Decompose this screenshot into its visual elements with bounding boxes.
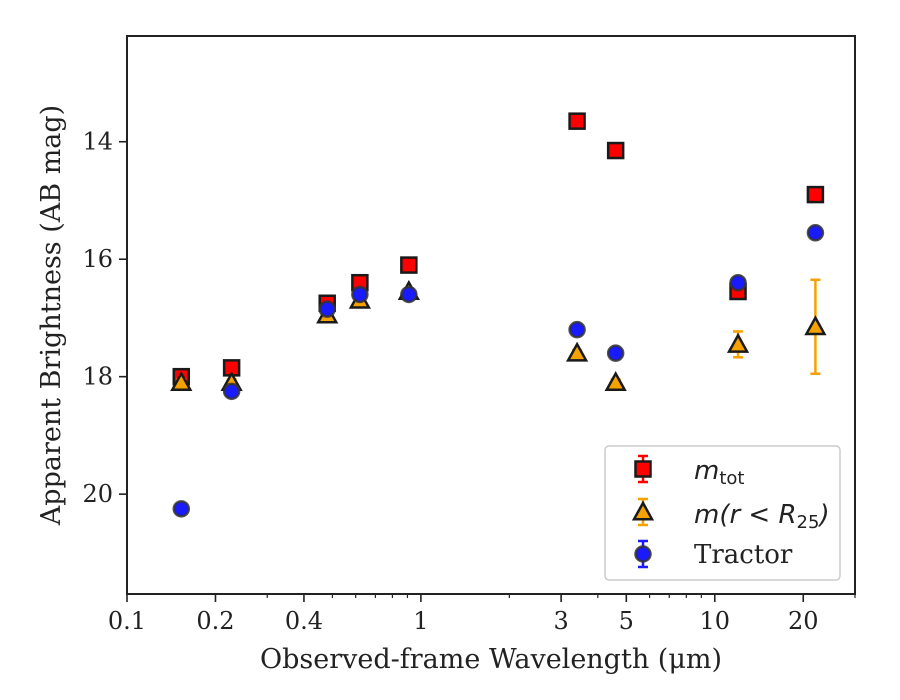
plot-frame (126, 35, 856, 595)
legend-mr25-main: m(r < R (694, 500, 797, 530)
data-point-circle (318, 300, 336, 318)
data-point-triangle (604, 370, 627, 391)
x-axis-title: Observed-frame Wavelength (μm) (260, 644, 722, 675)
legend-marker-triangle (631, 500, 655, 521)
data-point-triangle (565, 341, 589, 362)
legend-marker-square (634, 460, 652, 478)
legend-mtot-sub: tot (719, 468, 744, 489)
x-tick-label: 3 (553, 607, 568, 635)
data-point-circle (568, 320, 586, 339)
legend: mtot m(r < R25) Tractor (604, 445, 841, 581)
data-point-circle (351, 285, 369, 304)
data-point-square (568, 112, 586, 130)
legend-mr25-tail: ) (817, 500, 829, 530)
y-tick-label: 16 (82, 245, 113, 273)
legend-mtot-main: m (694, 456, 719, 486)
data-point-triangle (804, 315, 827, 336)
x-tick-label: 5 (619, 607, 634, 635)
x-axis-ticks: 0.1 0.2 0.4 1 3 5 10 20 (108, 594, 856, 635)
y-tick-label: 14 (82, 128, 113, 156)
data-point-circle (222, 382, 241, 401)
data-marks (170, 112, 827, 518)
y-tick-label: 20 (82, 480, 113, 508)
data-point-triangle (726, 332, 750, 353)
data-point-square (606, 141, 625, 160)
legend-label-tractor: Tractor (694, 540, 793, 570)
legend-mr25-sub: 25 (797, 512, 820, 533)
legend-label-mtot: mtot (694, 456, 744, 489)
data-point-circle (172, 500, 191, 518)
data-point-circle (400, 285, 418, 304)
series-tractor (172, 224, 825, 518)
legend-marker-circle (634, 545, 652, 563)
series-mtot (172, 112, 825, 386)
legend-label-mr25: m(r < R25) (694, 500, 830, 533)
data-point-triangle (170, 370, 193, 391)
x-tick-label: 0.4 (285, 607, 323, 635)
y-axis-title: Apparent Brightness (AB mag) (36, 105, 67, 526)
x-tick-label: 10 (700, 607, 731, 635)
data-point-square (806, 185, 825, 204)
data-point-circle (806, 224, 825, 242)
data-point-square (400, 256, 418, 274)
x-tick-label: 0.1 (108, 607, 146, 635)
x-tick-label: 1 (413, 607, 428, 635)
data-point-circle (729, 273, 747, 292)
y-tick-label: 18 (82, 363, 113, 391)
data-point-circle (606, 344, 625, 362)
y-axis-ticks: 14 16 18 20 (82, 128, 127, 508)
legend-box (604, 445, 841, 581)
legend-items (631, 454, 655, 569)
x-tick-label: 20 (788, 607, 819, 635)
x-tick-label: 0.2 (196, 607, 234, 635)
